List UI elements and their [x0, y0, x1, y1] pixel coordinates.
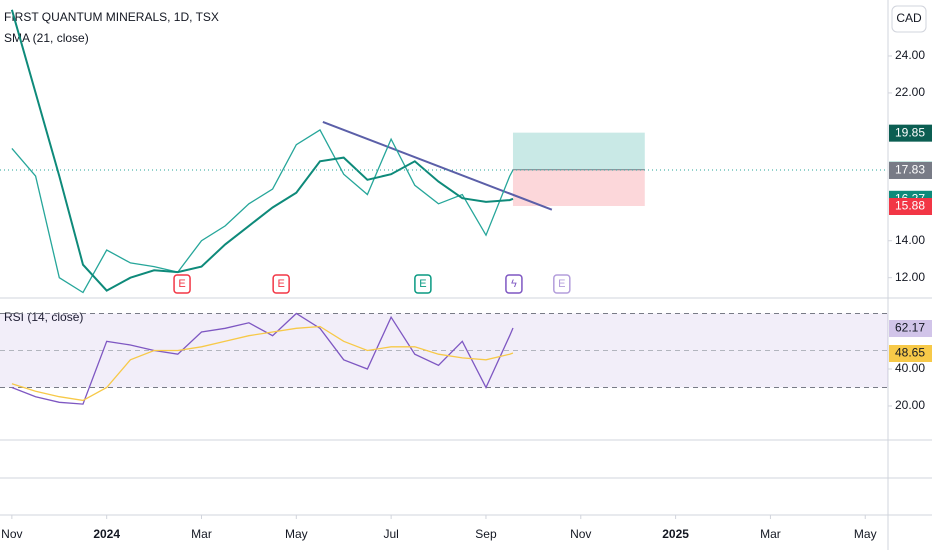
price-badge — [889, 320, 932, 338]
y-tick-label: 24.00 — [895, 48, 925, 62]
series-line — [11, 325, 514, 402]
price-badge-label: 62.17 — [895, 321, 925, 335]
price-badge — [889, 124, 932, 142]
series-line — [11, 312, 514, 405]
event-marker — [173, 274, 191, 294]
event-label: ϟ — [511, 278, 517, 290]
event-marker — [505, 274, 523, 294]
x-tick-label: Sep — [475, 527, 497, 541]
legend-entry: SMA (21, close) — [4, 31, 89, 45]
event-marker — [553, 274, 571, 294]
y-tick-label: 20.00 — [895, 398, 925, 412]
x-tick-label: Mar — [760, 527, 781, 541]
x-tick-label: May — [285, 527, 308, 541]
x-tick-label: Nov — [570, 527, 591, 541]
y-tick-label: 40.00 — [895, 361, 925, 375]
event-label: E — [558, 278, 565, 290]
x-tick-label: Mar — [191, 527, 212, 541]
event-label: E — [419, 278, 426, 290]
x-tick-label: May — [854, 527, 877, 541]
price-badge — [889, 345, 932, 363]
x-tick-label: Jul — [383, 527, 398, 541]
series-line — [10, 9, 514, 292]
target-zone — [512, 132, 645, 170]
price-badge-label: 15.88 — [895, 199, 925, 213]
stop-zone — [512, 169, 645, 206]
event-marker — [414, 274, 432, 294]
event-label: E — [178, 278, 185, 290]
y-tick-label: 22.00 — [895, 85, 925, 99]
event-label: E — [277, 278, 284, 290]
price-badge — [889, 197, 932, 215]
price-badge — [889, 161, 932, 179]
x-tick-label: 2024 — [93, 527, 120, 541]
y-tick-label: 12.00 — [895, 270, 925, 284]
chart-title: FIRST QUANTUM MINERALS, 1D, TSX — [4, 10, 219, 24]
currency-button[interactable] — [891, 5, 927, 33]
trend-line — [322, 121, 553, 211]
price-badge-label: 48.65 — [895, 346, 925, 360]
x-tick-label: 2025 — [662, 527, 689, 541]
series-line — [11, 128, 514, 294]
currency[interactable]: CAD — [896, 11, 922, 25]
x-tick-label: Nov — [1, 527, 22, 541]
price-badge-label: 17.83 — [895, 163, 925, 177]
y-tick-label: 14.00 — [895, 233, 925, 247]
event-marker — [272, 274, 290, 294]
price-badge-label: 19.85 — [895, 125, 925, 139]
